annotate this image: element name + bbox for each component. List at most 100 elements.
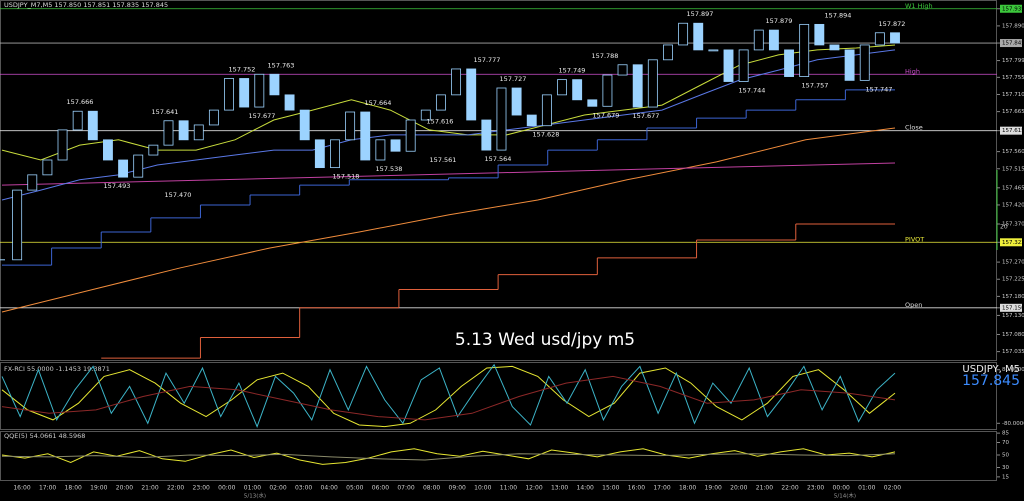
y-tick-label: 157.515 xyxy=(1002,166,1024,172)
y-tick-label: 157.150 xyxy=(1002,305,1024,311)
candle xyxy=(693,22,704,51)
candle xyxy=(314,139,325,169)
candle xyxy=(133,154,144,178)
y-tick-label: 157.035 xyxy=(1002,349,1024,355)
x-tick-label: 17:00 xyxy=(39,485,56,492)
y-tick-label: 157.755 xyxy=(1002,75,1024,81)
series-line xyxy=(1,127,896,313)
level-label: Close xyxy=(905,124,923,132)
x-tick-label: 05:00 xyxy=(346,485,363,492)
y-tick-label: 157.890 xyxy=(1002,23,1024,29)
candle xyxy=(148,144,159,156)
price-annotation: 157.763 xyxy=(268,61,295,69)
candle xyxy=(526,114,537,127)
x-tick-label: 04:00 xyxy=(321,485,338,492)
y-tick-label: 157.799 xyxy=(1002,58,1024,64)
x-tick-label: 17:00 xyxy=(653,485,670,492)
candle xyxy=(723,49,734,82)
candle xyxy=(602,74,613,107)
candle xyxy=(72,110,83,131)
x-tick-label: 12:00 xyxy=(525,485,542,492)
candle xyxy=(874,32,885,46)
candle xyxy=(572,79,583,101)
series-line xyxy=(1,365,896,428)
candle xyxy=(708,49,719,52)
price-annotation: 157.757 xyxy=(802,82,829,90)
candle xyxy=(466,68,477,121)
y-tick-label: -80.0000 xyxy=(1002,421,1024,427)
candle xyxy=(360,111,371,161)
candle xyxy=(269,73,280,96)
candle xyxy=(587,99,598,107)
y-tick-label: 157.370 xyxy=(1002,222,1024,228)
x-tick-label: 19:00 xyxy=(90,485,107,492)
x-tick-label: 00:00 xyxy=(833,485,850,492)
price-annotation: 157.470 xyxy=(165,191,192,199)
side-label: 20 xyxy=(1000,224,1008,231)
candle xyxy=(451,68,462,96)
level-label: PIVOT xyxy=(905,235,924,243)
price-annotation: 157.664 xyxy=(365,99,392,107)
candle xyxy=(557,79,567,96)
candle xyxy=(814,23,825,46)
x-tick-label: 19:00 xyxy=(705,485,722,492)
price-annotation: 157.777 xyxy=(474,56,501,64)
x-tick-label: 15:00 xyxy=(602,485,619,492)
candle xyxy=(844,49,855,81)
price-annotation: 157.561 xyxy=(430,156,457,164)
price-annotation: 157.788 xyxy=(592,52,619,60)
y-tick-label: 157.465 xyxy=(1002,185,1024,191)
price-annotation: 157.752 xyxy=(229,65,256,73)
price-annotation: 157.628 xyxy=(533,131,560,139)
x-tick-label: 20:00 xyxy=(116,485,133,492)
x-tick-label: 21:00 xyxy=(756,485,773,492)
y-tick-label: 15 xyxy=(1002,474,1009,480)
candle xyxy=(420,109,431,121)
x-tick-label: 18:00 xyxy=(65,485,82,492)
bid-price: 157.845 xyxy=(962,373,1020,389)
caption: 5.13 Wed usd/jpy m5 xyxy=(455,330,635,350)
candle xyxy=(435,94,446,111)
y-tick-label: 157.615 xyxy=(1002,128,1024,134)
y-tick-label: 157.845 xyxy=(1002,41,1024,47)
x-tick-label: 22:00 xyxy=(781,485,798,492)
y-tick-label: 157.270 xyxy=(1002,260,1024,266)
candle xyxy=(647,59,658,108)
series-line xyxy=(1,453,896,461)
indicator-title: QQE(5) 54.0661 48.5968 xyxy=(4,432,85,440)
price-annotation: 157.641 xyxy=(152,108,179,116)
price-annotation: 157.727 xyxy=(500,75,527,83)
x-tick-label: 16:00 xyxy=(13,485,30,492)
y-tick-label: 157.225 xyxy=(1002,277,1024,283)
price-annotation: 157.679 xyxy=(593,111,620,119)
candle xyxy=(239,78,250,108)
price-annotation: 157.749 xyxy=(559,67,586,75)
qqe-frame xyxy=(0,431,997,481)
y-tick-label: 50 xyxy=(1002,453,1009,459)
x-tick-label: 03:00 xyxy=(295,485,312,492)
x-tick-label: 00:00 xyxy=(218,485,235,492)
y-tick-label: 30 xyxy=(1002,465,1009,471)
candle xyxy=(103,139,113,161)
candle xyxy=(330,139,340,169)
candle xyxy=(12,189,23,261)
x-tick-label: 06:00 xyxy=(372,485,389,492)
candle xyxy=(859,44,870,81)
candle xyxy=(405,119,416,152)
indicator-title: FX-RCI 55.0000 -1.1453 19.3871 xyxy=(4,365,110,373)
candle xyxy=(753,29,764,51)
symbol: USDJPY, M5 xyxy=(962,364,1020,375)
y-tick-label: 157.710 xyxy=(1002,92,1024,98)
price-annotation: 157.677 xyxy=(249,112,276,120)
price-annotation: 157.677 xyxy=(633,112,660,120)
y-tick-label: 157.665 xyxy=(1002,109,1024,115)
x-tick-label: 02:00 xyxy=(269,485,286,492)
x-tick-label: 01:00 xyxy=(858,485,875,492)
y-tick-label: 157.080 xyxy=(1002,332,1024,338)
candle xyxy=(784,49,794,77)
x-tick-label: 22:00 xyxy=(167,485,184,492)
price-annotation: 157.564 xyxy=(485,155,512,163)
candle xyxy=(254,73,265,108)
